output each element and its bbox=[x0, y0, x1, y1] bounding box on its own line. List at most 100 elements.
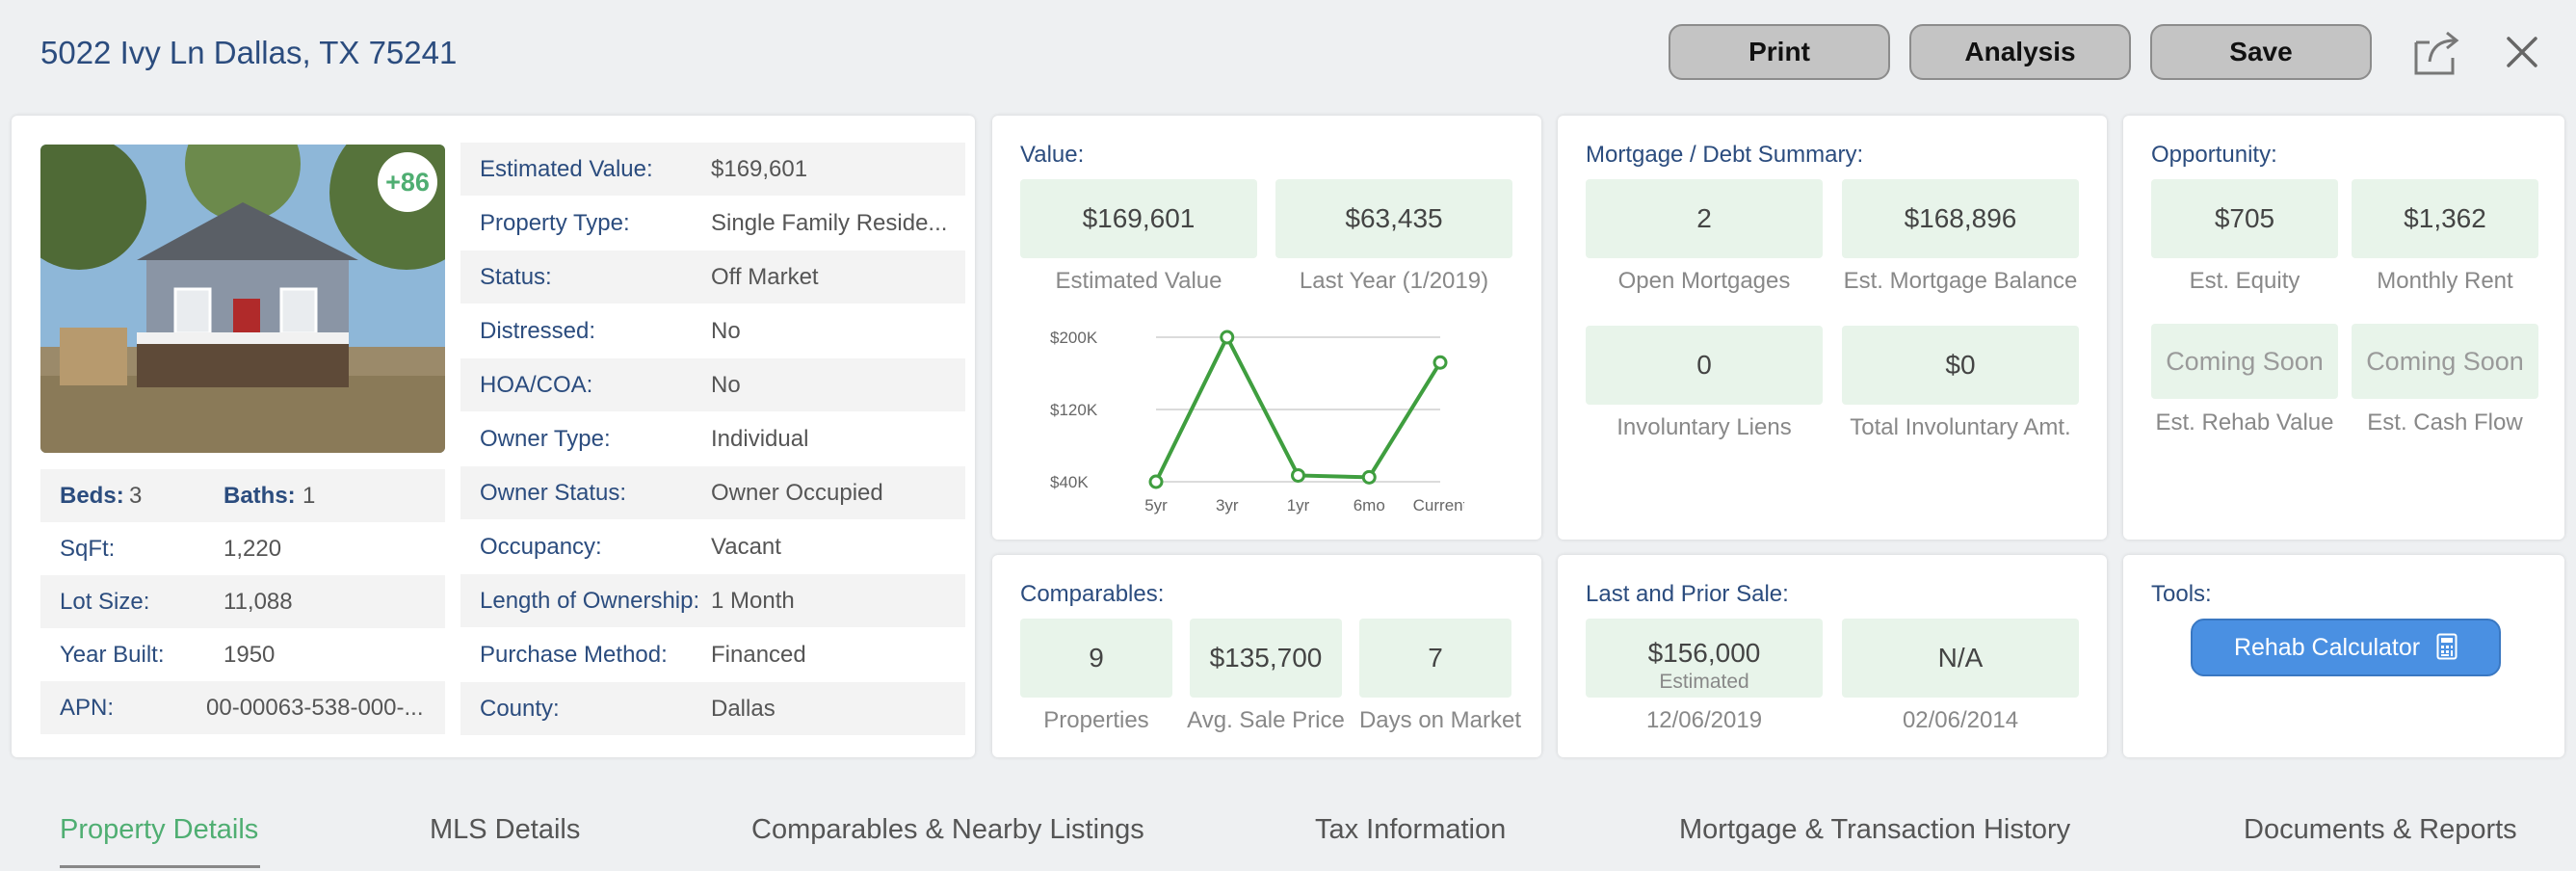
beds-baths-row: Beds: 3 Baths: 1 bbox=[40, 469, 445, 522]
open-mortgages-label: Open Mortgages bbox=[1617, 268, 1791, 294]
tab-comparables[interactable]: Comparables & Nearby Listings bbox=[751, 814, 1144, 845]
detail-row: Year Built: 1950 bbox=[40, 628, 445, 681]
detail-label: Year Built: bbox=[60, 642, 165, 668]
detail-label: Purchase Method: bbox=[480, 642, 668, 668]
chart-x-tick: 3yr bbox=[1216, 496, 1239, 515]
detail-label: Lot Size: bbox=[60, 589, 150, 615]
tab-documents-reports[interactable]: Documents & Reports bbox=[2244, 814, 2517, 845]
chart-y-tick: $200K bbox=[1050, 329, 1098, 347]
chart-x-tick: 1yr bbox=[1287, 496, 1310, 515]
share-icon[interactable] bbox=[2408, 25, 2462, 79]
avg-sale-price-stat: $135,700 bbox=[1190, 619, 1342, 698]
chart-point bbox=[1361, 469, 1377, 485]
detail-row: Owner Type: Individual bbox=[460, 412, 965, 465]
monthly-rent-stat: $1,362 bbox=[2352, 179, 2538, 258]
detail-value: Owner Occupied bbox=[711, 480, 883, 506]
detail-label: Estimated Value: bbox=[480, 156, 653, 182]
header: 5022 Ivy Ln Dallas, TX 75241 Print Analy… bbox=[0, 0, 2576, 108]
value-title: Value: bbox=[1020, 142, 1085, 168]
detail-value: 11,088 bbox=[223, 589, 293, 615]
rehab-value-label: Est. Rehab Value bbox=[2155, 409, 2334, 436]
chart-x-tick: Current bbox=[1413, 496, 1464, 515]
chart-y-tick: $120K bbox=[1050, 401, 1098, 419]
detail-value: 1 Month bbox=[711, 588, 795, 614]
detail-value: 00-00063-538-000-... bbox=[206, 695, 424, 721]
last-sale-date: 12/06/2019 bbox=[1645, 707, 1763, 733]
chart-point bbox=[1433, 355, 1448, 370]
detail-row: County: Dallas bbox=[460, 682, 965, 735]
estimated-value-stat: $169,601 bbox=[1020, 179, 1257, 258]
detail-row: Lot Size: 11,088 bbox=[40, 575, 445, 628]
close-icon[interactable] bbox=[2495, 25, 2549, 79]
last-sale-stat: $156,000 Estimated bbox=[1586, 619, 1823, 698]
chart-point bbox=[1220, 330, 1235, 345]
equity-label: Est. Equity bbox=[2189, 268, 2300, 294]
chart-x-tick: 5yr bbox=[1144, 496, 1168, 515]
detail-row: Status: Off Market bbox=[460, 251, 965, 304]
detail-label: SqFt: bbox=[60, 536, 116, 562]
open-mortgages-stat: 2 bbox=[1586, 179, 1823, 258]
last-sale-note: Estimated bbox=[1659, 671, 1749, 693]
print-button[interactable]: Print bbox=[1669, 24, 1890, 80]
tab-mortgage-history[interactable]: Mortgage & Transaction History bbox=[1679, 814, 2071, 845]
detail-value: Single Family Reside... bbox=[711, 210, 948, 236]
property-photo[interactable] bbox=[40, 145, 445, 453]
involuntary-amount-stat: $0 bbox=[1842, 326, 2079, 405]
detail-row: SqFt: 1,220 bbox=[40, 522, 445, 575]
property-address: 5022 Ivy Ln Dallas, TX 75241 bbox=[40, 35, 458, 70]
detail-row: Estimated Value: $169,601 bbox=[460, 143, 965, 196]
last-year-stat: $63,435 bbox=[1275, 179, 1512, 258]
detail-row: Purchase Method: Financed bbox=[460, 628, 965, 681]
involuntary-amount-label: Total Involuntary Amt. bbox=[1850, 414, 2071, 440]
value-history-chart: $200K $120K $40K 5yr 3yr 1yr 6mo Current bbox=[1050, 329, 1464, 515]
detail-value: 1950 bbox=[223, 642, 276, 668]
estimated-value-label: Estimated Value bbox=[1055, 268, 1222, 294]
rehab-calculator-button[interactable]: Rehab Calculator bbox=[2191, 619, 2501, 676]
tab-property-details[interactable]: Property Details bbox=[60, 814, 259, 845]
last-sale-value: $156,000 bbox=[1647, 638, 1761, 668]
calculator-icon bbox=[2436, 633, 2458, 660]
days-on-market-label: Days on Market bbox=[1358, 707, 1522, 733]
involuntary-liens-stat: 0 bbox=[1586, 326, 1823, 405]
opportunity-title: Opportunity: bbox=[2151, 142, 2277, 168]
involuntary-liens-label: Involuntary Liens bbox=[1617, 414, 1792, 440]
chart-point bbox=[1148, 474, 1164, 489]
last-year-label: Last Year (1/2019) bbox=[1299, 268, 1489, 294]
comparable-properties-label: Properties bbox=[1043, 707, 1149, 733]
detail-label: Owner Type: bbox=[480, 426, 611, 452]
chart-y-tick: $40K bbox=[1050, 473, 1089, 491]
detail-label: APN: bbox=[60, 695, 115, 721]
sale-title: Last and Prior Sale: bbox=[1586, 581, 1789, 607]
detail-value: 1,220 bbox=[223, 536, 282, 562]
tab-tax-information[interactable]: Tax Information bbox=[1315, 814, 1507, 845]
prior-sale-stat: N/A bbox=[1842, 619, 2079, 698]
days-on-market-stat: 7 bbox=[1359, 619, 1511, 698]
rehab-calculator-label: Rehab Calculator bbox=[2233, 634, 2421, 661]
active-tab-underline bbox=[60, 865, 260, 868]
detail-value: No bbox=[711, 318, 741, 344]
baths-value: 1 bbox=[302, 483, 316, 509]
cash-flow-stat: Coming Soon bbox=[2352, 324, 2538, 399]
detail-label: County: bbox=[480, 696, 560, 722]
save-button[interactable]: Save bbox=[2150, 24, 2372, 80]
chart-x-tick: 6mo bbox=[1354, 496, 1385, 515]
comparables-title: Comparables: bbox=[1020, 581, 1165, 607]
prior-sale-date: 02/06/2014 bbox=[1902, 707, 2019, 733]
cash-flow-label: Est. Cash Flow bbox=[2367, 409, 2523, 436]
beds-value: 3 bbox=[129, 483, 143, 509]
detail-label: HOA/COA: bbox=[480, 372, 593, 398]
rehab-value-stat: Coming Soon bbox=[2151, 324, 2338, 399]
detail-value: No bbox=[711, 372, 741, 398]
mortgage-title: Mortgage / Debt Summary: bbox=[1586, 142, 1864, 168]
baths-label: Baths: bbox=[223, 483, 296, 509]
detail-value: Financed bbox=[711, 642, 806, 668]
comparable-properties-stat: 9 bbox=[1020, 619, 1172, 698]
analysis-button[interactable]: Analysis bbox=[1909, 24, 2131, 80]
property-score-badge: +86 bbox=[378, 152, 437, 212]
detail-label: Length of Ownership: bbox=[480, 588, 700, 614]
detail-row: HOA/COA: No bbox=[460, 358, 965, 411]
detail-row: Owner Status: Owner Occupied bbox=[460, 466, 965, 519]
tab-mls-details[interactable]: MLS Details bbox=[430, 814, 581, 845]
tools-title: Tools: bbox=[2151, 581, 2212, 607]
beds-label: Beds: bbox=[60, 483, 124, 509]
